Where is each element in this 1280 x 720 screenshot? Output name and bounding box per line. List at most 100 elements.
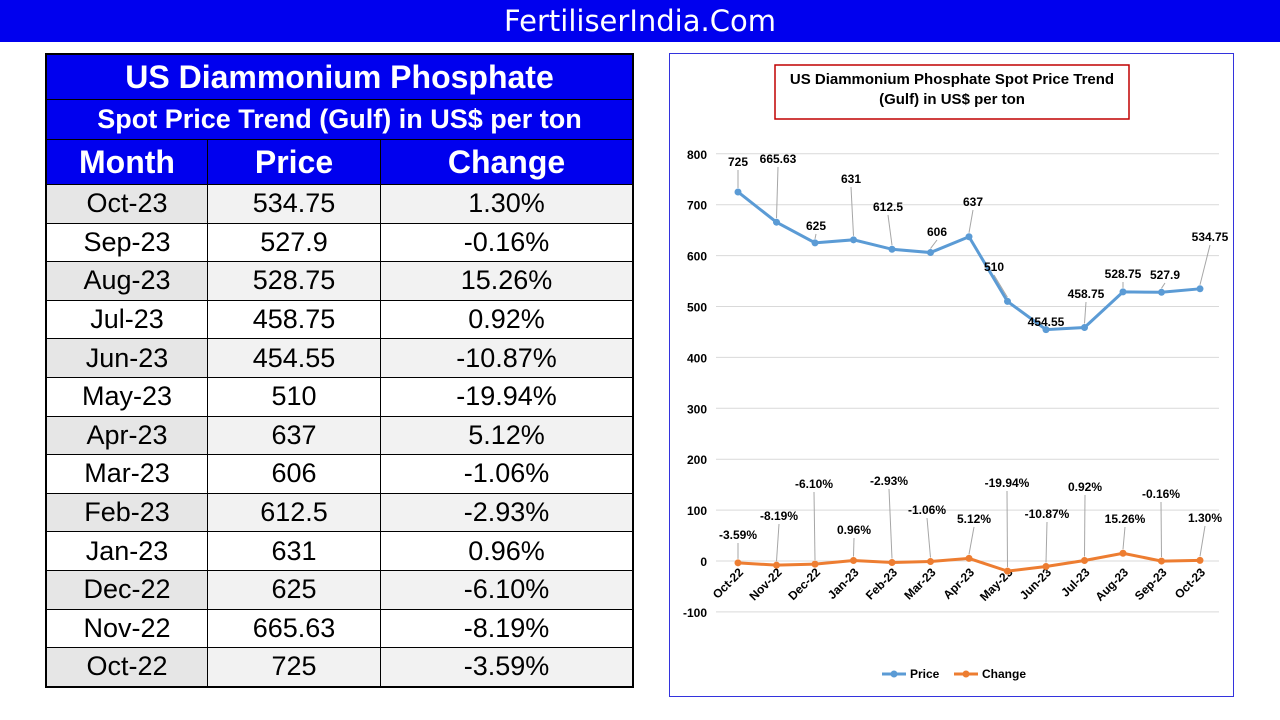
cell-price: 528.75 (207, 261, 381, 301)
data-point (773, 218, 780, 226)
series-line-price (737, 190, 1201, 332)
y-tick-label: 400 (687, 351, 707, 365)
leader-line (1161, 282, 1166, 289)
y-tick-label: 700 (687, 199, 707, 213)
data-label: 625 (806, 219, 826, 233)
data-label: 665.63 (760, 152, 797, 166)
leader-line (1084, 301, 1087, 324)
data-point (773, 561, 780, 569)
data-label: -6.10% (795, 477, 833, 491)
cell-change: -10.87% (380, 338, 634, 378)
y-tick-label: 600 (687, 250, 707, 264)
leader-line (814, 233, 817, 239)
leader-line (1160, 501, 1162, 558)
table-row: Feb-23 612.5 -2.93% (45, 492, 634, 533)
cell-change: -8.19% (380, 608, 634, 649)
leader-line (968, 209, 974, 233)
data-label: 631 (841, 172, 861, 186)
data-point (1004, 567, 1011, 575)
cell-price: 665.63 (207, 608, 381, 649)
data-label: 458.75 (1068, 287, 1105, 301)
data-label: 606 (927, 225, 947, 239)
leader-line (776, 523, 780, 562)
table-row: Mar-23 606 -1.06% (45, 454, 634, 494)
data-point (1158, 288, 1165, 296)
x-tick-label: Dec-22 (785, 565, 823, 603)
cell-price: 637 (207, 415, 381, 456)
cell-price: 631 (207, 531, 381, 571)
data-point (1119, 288, 1127, 296)
leader-line (930, 239, 938, 249)
leader-line (1122, 526, 1126, 550)
leader-line (887, 214, 893, 246)
chart-title-box (774, 64, 1130, 120)
x-tick-label: Sep-23 (1132, 565, 1170, 603)
data-point (1042, 326, 1050, 334)
data-point (734, 559, 742, 567)
data-label: -3.59% (719, 528, 757, 542)
table-row: Oct-22 725 -3.59% (45, 647, 634, 688)
data-label: -2.93% (870, 474, 908, 488)
cell-month: Sep-23 (45, 222, 208, 263)
leader-line (853, 537, 855, 557)
data-label: 528.75 (1105, 267, 1142, 281)
data-label: 534.75 (1192, 230, 1229, 244)
x-tick-label: Nov-22 (746, 565, 784, 603)
table-row: Nov-22 665.63 -8.19% (45, 608, 634, 649)
table-subtitle: Spot Price Trend (Gulf) in US$ per ton (45, 99, 634, 140)
cell-change: 5.12% (380, 415, 634, 456)
leader-line (813, 491, 816, 561)
data-point (734, 188, 742, 196)
x-tick-label: Aug-23 (1092, 565, 1131, 604)
y-tick-label: 500 (687, 301, 707, 315)
leader-line (968, 526, 975, 555)
data-label: 454.55 (1028, 315, 1065, 329)
cell-change: -3.59% (380, 647, 634, 688)
data-label: -0.16% (1142, 487, 1180, 501)
cell-month: Jan-23 (45, 531, 208, 571)
data-label: -8.19% (760, 509, 798, 523)
header-price: Price (207, 139, 381, 185)
table-title: US Diammonium Phosphate (45, 53, 634, 100)
data-label: -1.06% (908, 503, 946, 517)
cell-price: 725 (207, 647, 381, 688)
y-tick-label: -100 (683, 606, 707, 620)
data-point (927, 558, 934, 566)
leader-line (1199, 525, 1206, 557)
cell-price: 612.5 (207, 492, 381, 533)
chart-title-line: US Diammonium Phosphate Spot Price Trend (790, 71, 1114, 88)
data-label: 527.9 (1150, 268, 1180, 282)
table-row: Oct-23 534.75 1.30% (45, 184, 634, 224)
cell-change: -1.06% (380, 454, 634, 494)
table-row: Jul-23 458.75 0.92% (45, 299, 634, 340)
cell-change: 0.96% (380, 531, 634, 571)
legend-marker (890, 670, 898, 678)
data-point (1042, 563, 1050, 571)
x-tick-label: Jan-23 (825, 565, 862, 602)
leader-line (776, 166, 779, 219)
cell-change: 1.30% (380, 184, 634, 224)
cell-month: Aug-23 (45, 261, 208, 301)
data-label: -10.87% (1025, 507, 1070, 521)
table-row: Aug-23 528.75 15.26% (45, 261, 634, 301)
data-label: -19.94% (985, 476, 1030, 490)
x-tick-label: Jul-23 (1058, 565, 1093, 600)
data-label: 0.92% (1068, 480, 1102, 494)
data-point (1081, 323, 1088, 331)
site-banner: FertiliserIndia.Com (0, 0, 1280, 42)
x-tick-label: Oct-22 (710, 565, 747, 602)
data-point (1081, 557, 1088, 565)
cell-change: -19.94% (380, 376, 634, 417)
data-point (811, 239, 819, 247)
y-tick-label: 200 (687, 453, 707, 467)
table-row: Apr-23 637 5.12% (45, 415, 634, 456)
cell-price: 527.9 (207, 222, 381, 263)
data-point (1119, 549, 1127, 557)
cell-month: Mar-23 (45, 454, 208, 494)
legend-marker (962, 670, 970, 678)
data-point (927, 249, 934, 257)
cell-month: Oct-22 (45, 647, 208, 688)
cell-month: Oct-23 (45, 184, 208, 224)
cell-month: Feb-23 (45, 492, 208, 533)
cell-month: Jun-23 (45, 338, 208, 378)
